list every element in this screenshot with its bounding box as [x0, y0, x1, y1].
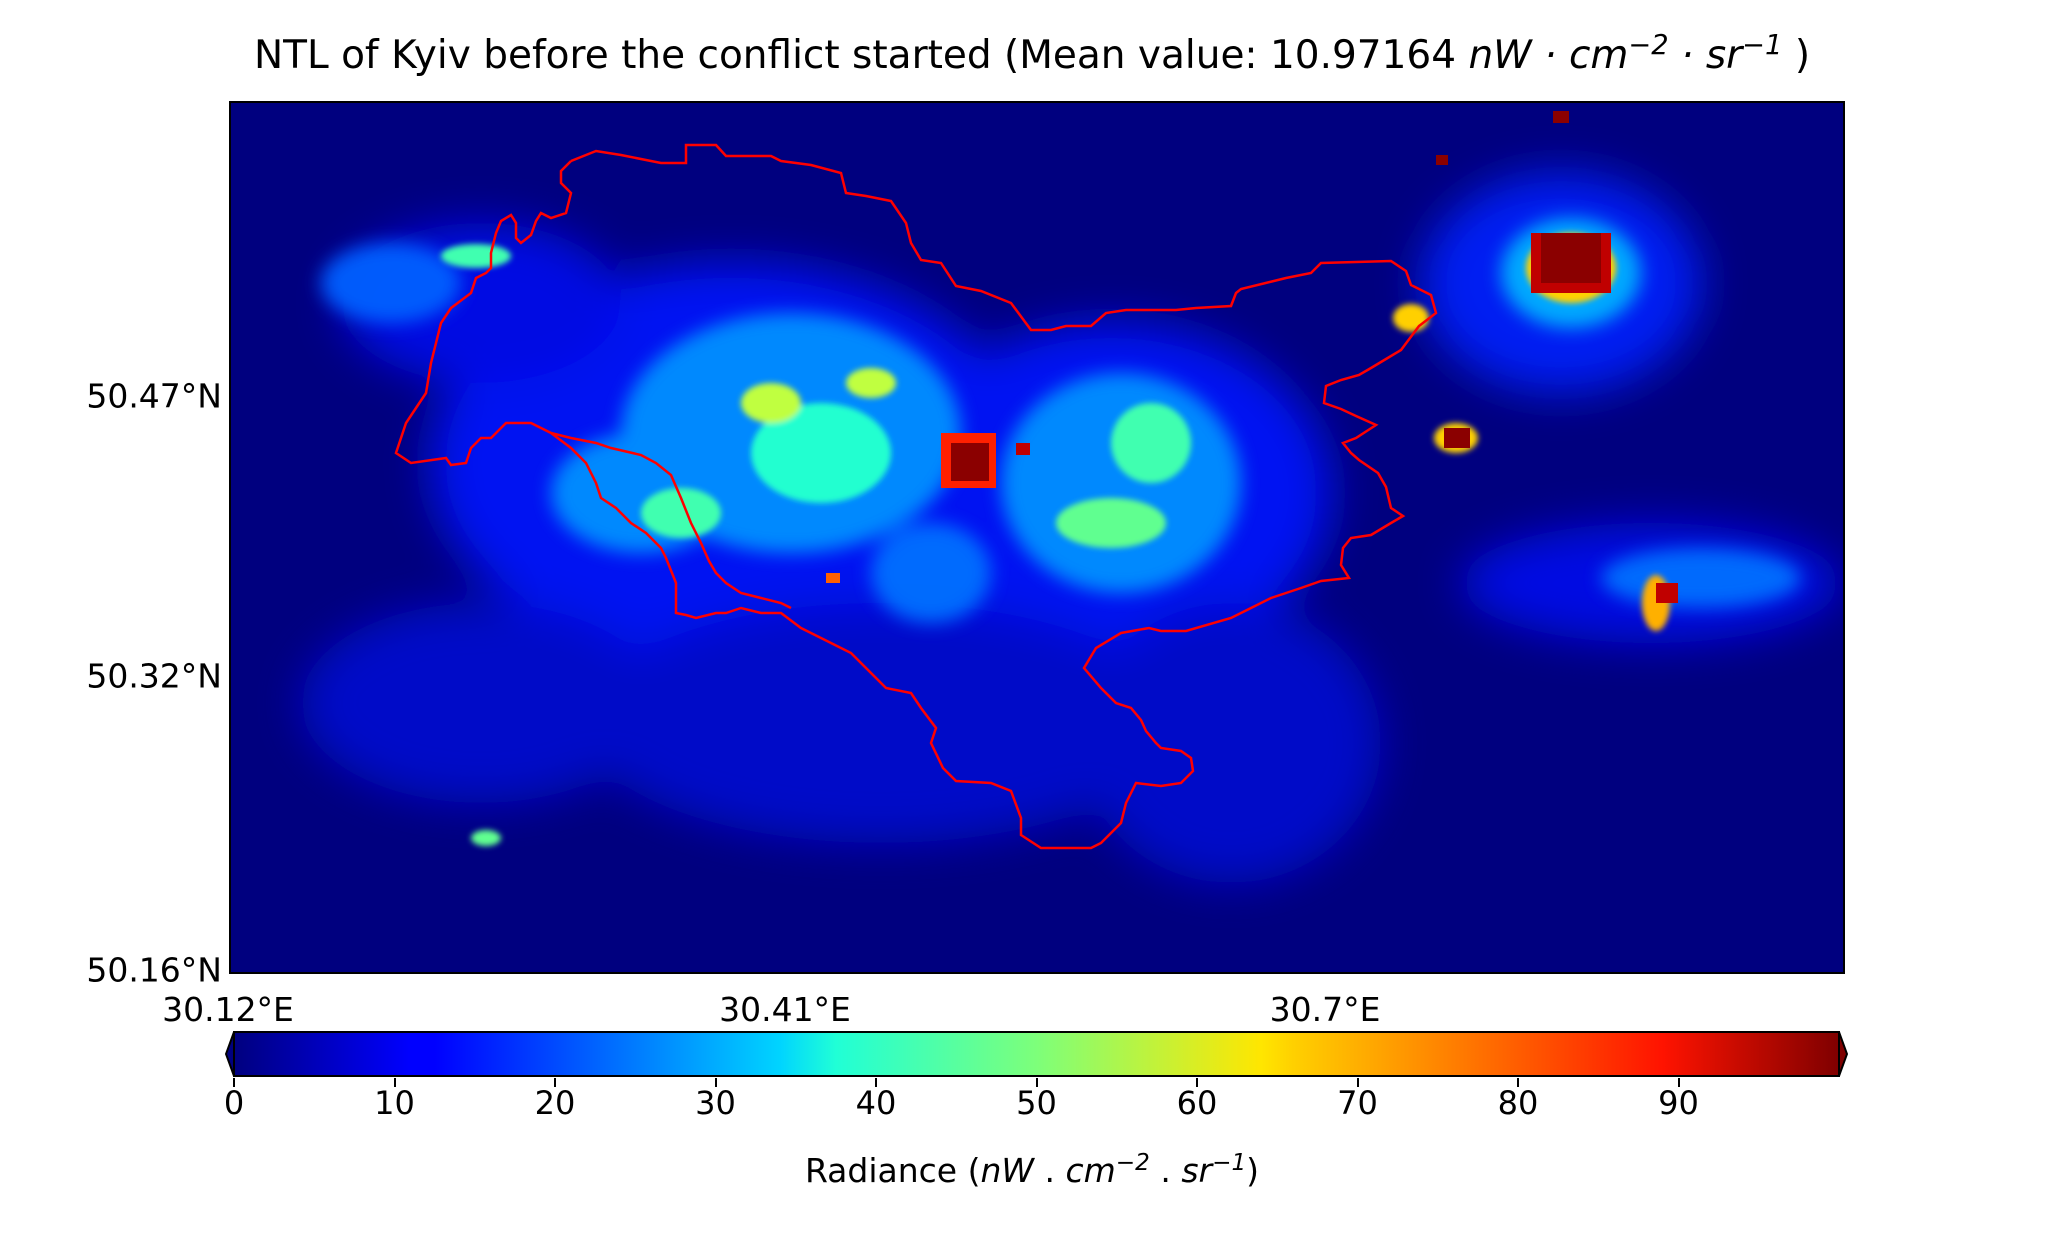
lon-tick-label: 30.41°E [719, 990, 851, 1029]
colorbar-gradient [233, 1031, 1840, 1077]
kyiv-boundary [394, 143, 1438, 850]
colorbar-svg [224, 1031, 1849, 1077]
colorbar-tick-label: 0 [223, 1084, 245, 1122]
colorbar-tick-label: 90 [1658, 1084, 1699, 1122]
radiance-map-svg [231, 103, 1843, 972]
colorbar-tick-mark [393, 1078, 396, 1087]
colorbar-tick-label: 30 [695, 1084, 736, 1122]
radiance-hotspots [826, 111, 1678, 603]
kyiv-boundary-inner [550, 431, 792, 610]
colorbar-tick-label: 10 [374, 1084, 415, 1122]
colorbar-tick-label: 70 [1337, 1084, 1378, 1122]
colorbar-tick-label: 40 [855, 1084, 897, 1122]
colorbar-tick-mark [554, 1078, 556, 1087]
colorbar-tick-mark [1356, 1078, 1359, 1087]
colorbar-tick-label: 50 [1016, 1084, 1057, 1122]
colorbar-tick-label: 20 [534, 1084, 576, 1122]
colorbar [224, 1030, 1849, 1078]
colorbar-tick-label: 80 [1497, 1084, 1539, 1122]
colorbar-tick-mark [1035, 1078, 1038, 1087]
colorbar-label: Radiance (nW . cm−2 . sr−1) [804, 1150, 1260, 1190]
lat-tick-label: 50.16°N [86, 950, 222, 990]
lat-tick-label: 50.47°N [86, 376, 222, 416]
colorbar-tick-mark [1517, 1078, 1519, 1087]
colorbar-tick-mark [875, 1078, 877, 1087]
colorbar-extend-high [1838, 1031, 1849, 1077]
colorbar-tick-label: 60 [1176, 1084, 1218, 1122]
colorbar-tick-mark [714, 1078, 717, 1087]
map-title: NTL of Kyiv before the conflict started … [253, 30, 1811, 78]
colorbar-tick-mark [233, 1078, 235, 1087]
colorbar-tick-mark [1196, 1078, 1198, 1087]
lon-tick-label: 30.12°E [162, 990, 294, 1029]
colorbar-extend-low [224, 1031, 235, 1077]
lat-tick-label: 50.32°N [86, 656, 222, 696]
colorbar-tick-mark [1677, 1078, 1680, 1087]
lon-tick-label: 30.7°E [1269, 990, 1381, 1029]
radiance-map [229, 101, 1845, 974]
